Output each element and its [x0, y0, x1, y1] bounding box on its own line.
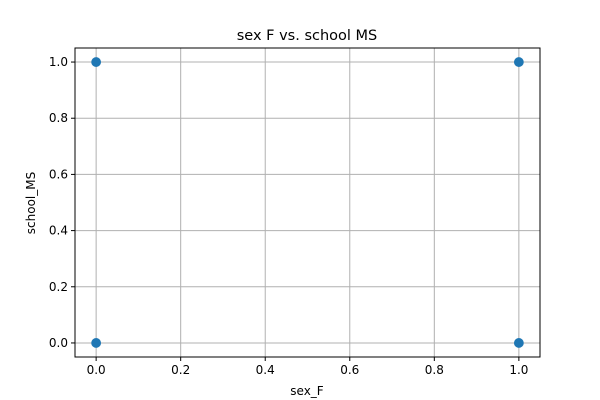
y-tick-label: 0.8: [49, 111, 68, 125]
y-tick-label: 0.0: [49, 336, 68, 350]
y-tick-label: 0.6: [49, 167, 68, 181]
data-point: [513, 338, 524, 348]
y-tick-label: 0.4: [49, 224, 68, 238]
x-tick-label: 0.2: [171, 363, 190, 377]
y-tick-label: 1.0: [49, 55, 68, 69]
y-tick-label: 0.2: [49, 280, 68, 294]
x-tick-label: 0.8: [425, 363, 444, 377]
y-axis-label: school_MS: [24, 172, 38, 234]
plot-frame: [74, 47, 541, 358]
data-point: [513, 57, 524, 67]
data-point: [91, 57, 102, 67]
x-tick-label: 1.0: [509, 363, 528, 377]
grid: [75, 48, 540, 357]
x-tick-label: 0.4: [256, 363, 275, 377]
data-point: [91, 338, 102, 348]
x-tick-label: 0.0: [87, 363, 106, 377]
axis-ticks: 0.0 0.2 0.4 0.6 0.8 1.0 0.0 0.2 0.4 0.6 0.8 1.0: [49, 55, 529, 377]
data-points: [91, 57, 524, 348]
x-axis-label: sex_F: [290, 384, 324, 398]
x-tick-label: 0.6: [340, 363, 359, 377]
chart-title: sex F vs. school MS: [237, 28, 378, 44]
